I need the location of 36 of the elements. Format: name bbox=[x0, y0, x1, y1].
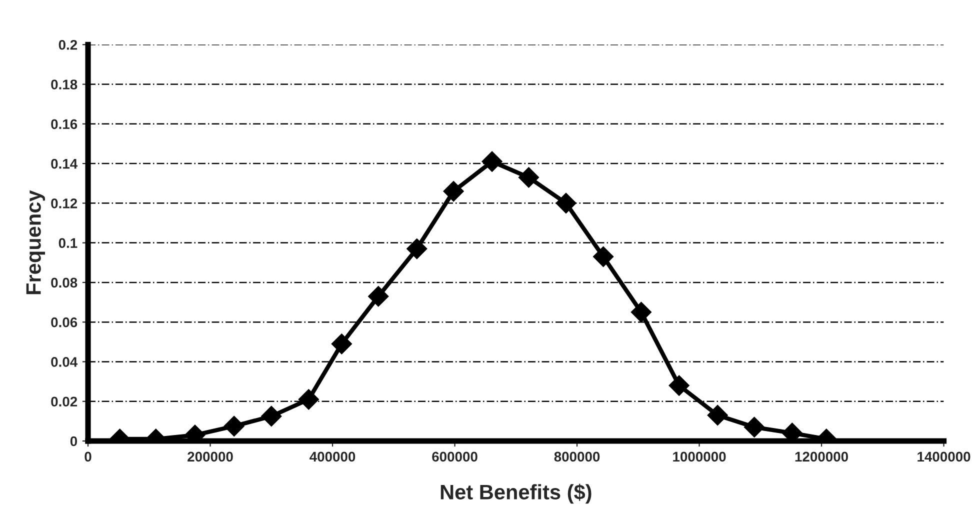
y-tick-label: 0.12 bbox=[51, 198, 78, 208]
x-tick-label: 400000 bbox=[310, 452, 356, 462]
point bbox=[707, 404, 728, 426]
point bbox=[556, 192, 576, 214]
point bbox=[443, 180, 464, 202]
point bbox=[406, 238, 428, 260]
y-tick-label: 0.1 bbox=[58, 238, 78, 248]
y-tick-label: 0.18 bbox=[51, 80, 78, 90]
y-tick-label: 0.16 bbox=[51, 119, 78, 130]
point bbox=[482, 151, 502, 172]
y-tick-label: 0.14 bbox=[51, 158, 78, 169]
point bbox=[592, 246, 614, 268]
y-tick-label: 0.06 bbox=[51, 317, 78, 328]
y-tick-label: 0.04 bbox=[51, 357, 78, 367]
x-tick-label: 0 bbox=[84, 452, 92, 462]
point bbox=[224, 416, 244, 436]
y-tick-label: 0.2 bbox=[58, 40, 78, 50]
x-tick-label: 1200000 bbox=[795, 452, 848, 462]
point bbox=[518, 167, 540, 188]
point bbox=[298, 389, 320, 410]
x-tick-label: 200000 bbox=[188, 452, 233, 462]
point bbox=[744, 416, 765, 438]
y-axis-title: Frequency bbox=[26, 190, 46, 294]
y-tick-label: 0.02 bbox=[51, 396, 78, 407]
x-axis-title: Net Benefits ($) bbox=[440, 484, 592, 504]
x-tick-label: 1000000 bbox=[673, 452, 726, 462]
point bbox=[331, 334, 352, 354]
x-tick-label: 600000 bbox=[432, 452, 478, 462]
y-tick-label: 0 bbox=[70, 436, 78, 446]
point bbox=[261, 406, 282, 427]
point bbox=[630, 302, 652, 323]
x-tick-label: 1400000 bbox=[918, 452, 970, 462]
y-tick-label: 0.08 bbox=[51, 278, 78, 288]
x-tick-label: 800000 bbox=[554, 452, 600, 462]
point bbox=[668, 375, 690, 396]
point bbox=[368, 286, 389, 307]
